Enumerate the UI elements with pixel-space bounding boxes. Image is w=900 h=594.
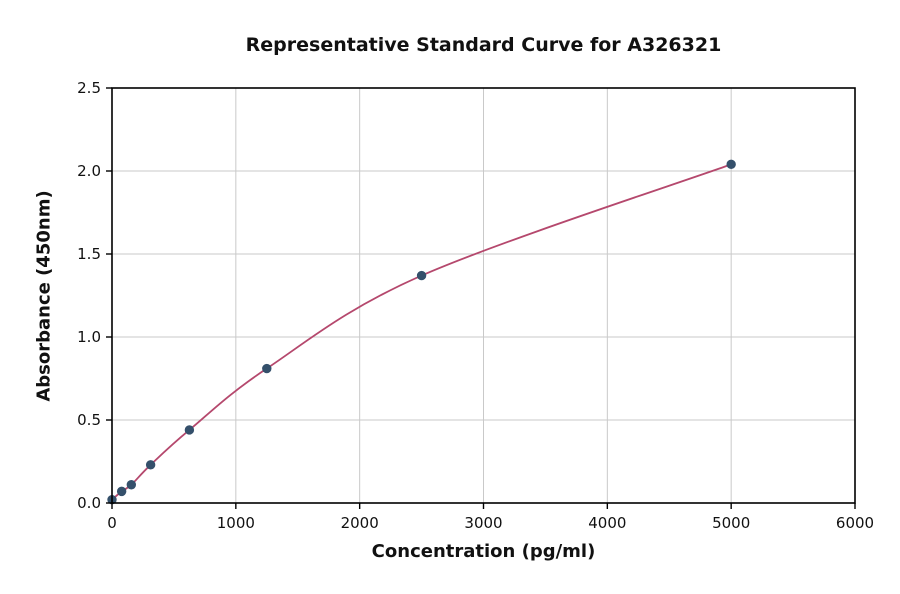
x-tick-label: 6000 xyxy=(836,514,874,532)
data-point xyxy=(262,363,272,374)
x-axis-label: Concentration (pg/ml) xyxy=(371,541,596,562)
data-point xyxy=(184,425,195,435)
data-point xyxy=(145,460,156,470)
x-tick-label: 0 xyxy=(107,514,117,532)
x-tick-label: 5000 xyxy=(712,514,750,532)
y-tick-label: 0.5 xyxy=(77,411,101,429)
standard-curve-line xyxy=(111,163,732,501)
y-axis-label: Absorbance (450nm) xyxy=(33,190,55,402)
y-tick-label: 2.0 xyxy=(77,162,101,180)
chart-title: Representative Standard Curve for A32632… xyxy=(245,34,722,56)
y-tick-label: 1.5 xyxy=(77,245,101,263)
y-tick-label: 0.0 xyxy=(77,494,101,512)
x-tick-label: 1000 xyxy=(217,514,255,532)
data-point xyxy=(116,486,127,497)
y-tick-label: 1.0 xyxy=(77,328,101,346)
data-point xyxy=(726,159,736,170)
x-tick-label: 3000 xyxy=(464,514,502,532)
x-tick-label: 4000 xyxy=(588,514,626,532)
y-tick-label: 2.5 xyxy=(77,79,101,97)
data-point xyxy=(416,270,427,281)
data-point xyxy=(126,480,137,490)
x-tick-label: 2000 xyxy=(341,514,379,532)
